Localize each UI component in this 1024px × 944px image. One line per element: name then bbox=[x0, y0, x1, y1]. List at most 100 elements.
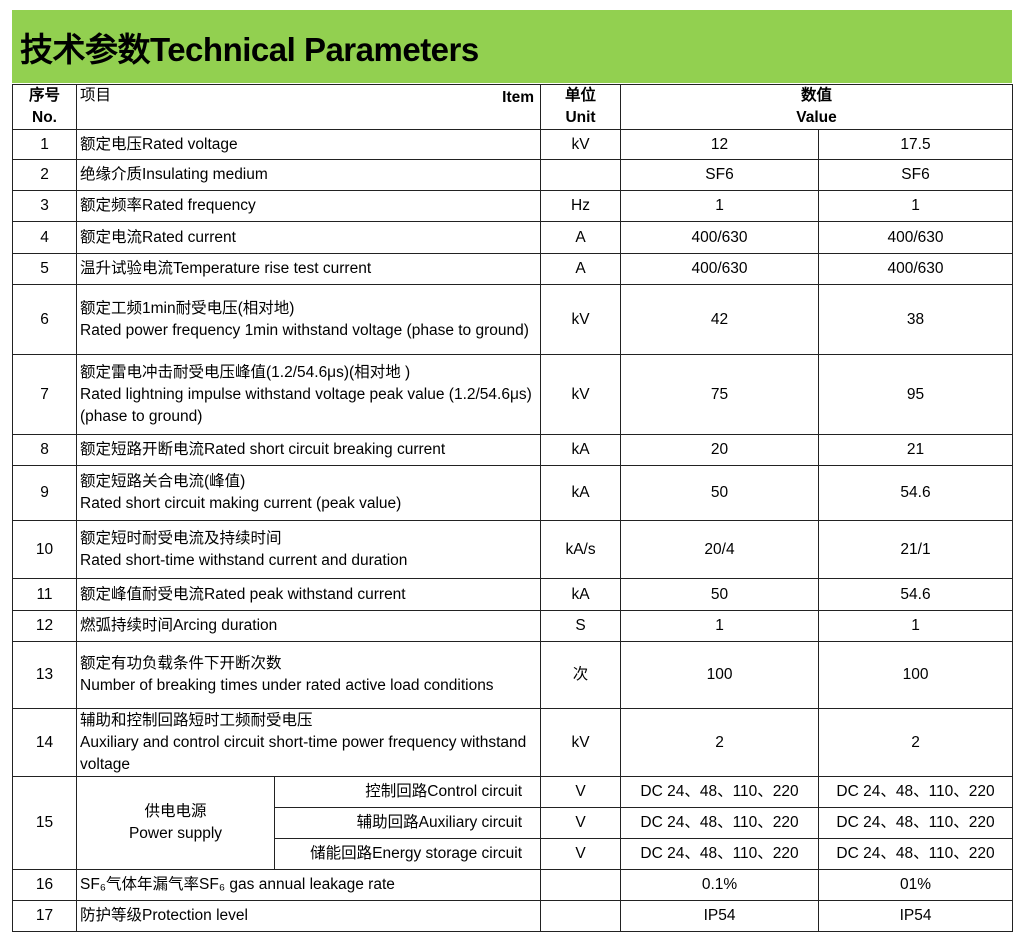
row-unit: A bbox=[540, 221, 622, 254]
row-item: 额定频率Rated frequency bbox=[75, 190, 542, 222]
row-value-2: 1 bbox=[818, 190, 1014, 222]
item-label-en: Rated power frequency 1min withstand vol… bbox=[80, 321, 529, 339]
row-unit: S bbox=[540, 610, 622, 642]
row-value-2: 54.6 bbox=[818, 578, 1014, 611]
row-number: 15 bbox=[12, 776, 77, 870]
table-row: 16 SF₆气体年漏气率SF₆ gas annual leakage rate 0.… bbox=[12, 869, 1014, 901]
header-unit: 单位 Unit bbox=[540, 84, 622, 130]
item-label: 辅助和控制回路短时工频耐受电压 bbox=[80, 711, 313, 729]
power-supply-item_en: Power supply bbox=[128, 825, 223, 842]
row-number: 13 bbox=[12, 641, 77, 709]
row-item: 额定工频1min耐受电压(相对地) Rated power frequency 1… bbox=[75, 284, 542, 355]
row-unit: V bbox=[540, 807, 622, 839]
table-row: 6 额定工频1min耐受电压(相对地) Rated power frequency … bbox=[12, 284, 1014, 355]
header-unit-cn: 单位 bbox=[565, 87, 597, 104]
row-item: SF₆气体年漏气率SF₆ gas annual leakage rate bbox=[75, 869, 542, 901]
power-supply-item_cn: 供电电源 bbox=[144, 803, 207, 820]
row-value-2: 38 bbox=[818, 284, 1014, 355]
row-value-2: DC 24、48、110、220 bbox=[818, 807, 1014, 839]
row-number: 11 bbox=[12, 578, 77, 611]
item-label: 额定短路开断电流Rated short circuit breaking cur… bbox=[80, 441, 446, 458]
item-label-en: Rated short-time withstand current and d… bbox=[80, 551, 408, 569]
row-value-1: 1 bbox=[620, 190, 820, 222]
item-label: 额定雷电冲击耐受电压峰值(1.2/54.6μs)(相对地 ) bbox=[80, 363, 411, 381]
row-value-1: 1 bbox=[620, 610, 820, 642]
row-value-2: 1 bbox=[818, 610, 1014, 642]
item-label: 额定短时耐受电流及持续时间 bbox=[80, 529, 282, 547]
row-value-1: 12 bbox=[620, 129, 820, 160]
row-number: 12 bbox=[12, 610, 77, 642]
header-row: 序号 No. 项目 Item 单位 Unit 数值 Value bbox=[12, 84, 1014, 130]
row-number: 9 bbox=[12, 465, 77, 521]
row-value-1: DC 24、48、110、220 bbox=[620, 838, 820, 870]
item-label: 额定频率Rated frequency bbox=[80, 197, 256, 214]
row-unit bbox=[540, 869, 622, 901]
item-label-en: Number of breaking times under rated act… bbox=[80, 677, 494, 694]
row-number: 8 bbox=[12, 434, 77, 466]
row-item: 额定峰值耐受电流Rated peak withstand current bbox=[75, 578, 542, 611]
row-value-2: 01% bbox=[818, 869, 1014, 901]
row-unit bbox=[540, 900, 622, 932]
row-unit: kV bbox=[540, 129, 622, 160]
sub-item-label: 控制回路Control circuit bbox=[273, 776, 542, 808]
row-item: 额定电流Rated current bbox=[75, 221, 542, 254]
row-number: 4 bbox=[12, 221, 77, 254]
row-value-1: 2 bbox=[620, 708, 820, 777]
row-value-1: 42 bbox=[620, 284, 820, 355]
row-value-2: SF6 bbox=[818, 159, 1014, 191]
row-item: 温升试验电流Temperature rise test current bbox=[75, 253, 542, 285]
page-title: 技术参数Technical Parameters bbox=[12, 10, 1012, 83]
row-number: 7 bbox=[12, 354, 77, 435]
row-value-1: 50 bbox=[620, 465, 820, 521]
row-value-1: 0.1% bbox=[620, 869, 820, 901]
table-row: 7 额定雷电冲击耐受电压峰值(1.2/54.6μs)(相对地 ) Rated lig… bbox=[12, 354, 1014, 435]
row-value-1: DC 24、48、110、220 bbox=[620, 807, 820, 839]
table-row: 1 额定电压Rated voltage kV 12 17.5 bbox=[12, 129, 1014, 160]
row-value-1: DC 24、48、110、220 bbox=[620, 776, 820, 808]
row-item: 额定短路关合电流(峰值) Rated short circuit making c… bbox=[75, 465, 542, 521]
row-value-1: 400/630 bbox=[620, 221, 820, 254]
table-row: 14 辅助和控制回路短时工频耐受电压 Auxiliary and control c… bbox=[12, 708, 1014, 777]
table-row: 10 额定短时耐受电流及持续时间 Rated short-time withstan… bbox=[12, 520, 1014, 579]
row-item: 防护等级Protection level bbox=[75, 900, 542, 932]
row-unit: kA/s bbox=[540, 520, 622, 579]
row-value-2: 100 bbox=[818, 641, 1014, 709]
row-value-1: 75 bbox=[620, 354, 820, 435]
row-item: 额定短路开断电流Rated short circuit breaking cur… bbox=[75, 434, 542, 466]
row-unit: A bbox=[540, 253, 622, 285]
item-label: 额定有功负载条件下开断次数 bbox=[80, 655, 282, 672]
header-item-en: Item bbox=[502, 89, 535, 106]
table-row-power-supply: 储能回路Energy storage circuit V DC 24、48、110、… bbox=[13, 838, 1014, 870]
item-label: 额定峰值耐受电流Rated peak withstand current bbox=[80, 585, 406, 603]
row-number: 2 bbox=[12, 159, 77, 191]
row-unit bbox=[540, 159, 622, 191]
table-row: 13 额定有功负载条件下开断次数 Number of breaking times … bbox=[12, 641, 1014, 709]
item-label: 额定电流Rated current bbox=[80, 228, 236, 246]
item-label-en: Rated short circuit making current (peak… bbox=[80, 495, 402, 512]
header-value-cn: 数值 bbox=[801, 87, 833, 104]
header-value-en: Value bbox=[796, 109, 837, 126]
item-label-en: Auxiliary and control circuit short-time… bbox=[80, 733, 527, 773]
row-unit: kA bbox=[540, 578, 622, 611]
row-unit: V bbox=[540, 776, 622, 808]
item-label: 额定工频1min耐受电压(相对地) bbox=[80, 299, 295, 317]
table-row: 8 额定短路开断电流Rated short circuit breaking cu… bbox=[12, 434, 1014, 466]
row-item: 绝缘介质Insulating medium bbox=[75, 159, 542, 191]
row-value-1: IP54 bbox=[620, 900, 820, 932]
item-label: 额定电压Rated voltage bbox=[80, 135, 238, 153]
row-item: 额定雷电冲击耐受电压峰值(1.2/54.6μs)(相对地 ) Rated ligh… bbox=[75, 354, 542, 435]
header-no-en: No. bbox=[32, 109, 57, 126]
row-unit: kA bbox=[540, 434, 622, 466]
row-value-2: IP54 bbox=[818, 900, 1014, 932]
header-no-cn: 序号 bbox=[28, 87, 60, 104]
row-item: 额定有功负载条件下开断次数 Number of breaking times un… bbox=[75, 641, 542, 709]
row-unit: kV bbox=[540, 708, 622, 777]
table-row: 4 额定电流Rated current A 400/630 400/630 bbox=[12, 221, 1014, 254]
row-value-2: DC 24、48、110、220 bbox=[818, 838, 1014, 870]
header-item-cn: 项目 bbox=[80, 87, 112, 104]
row-value-2: 2 bbox=[818, 708, 1014, 777]
row-item: 辅助和控制回路短时工频耐受电压 Auxiliary and control cir… bbox=[75, 708, 542, 777]
row-number: 10 bbox=[12, 520, 77, 579]
row-number: 3 bbox=[12, 190, 77, 222]
row-unit: Hz bbox=[540, 190, 622, 222]
